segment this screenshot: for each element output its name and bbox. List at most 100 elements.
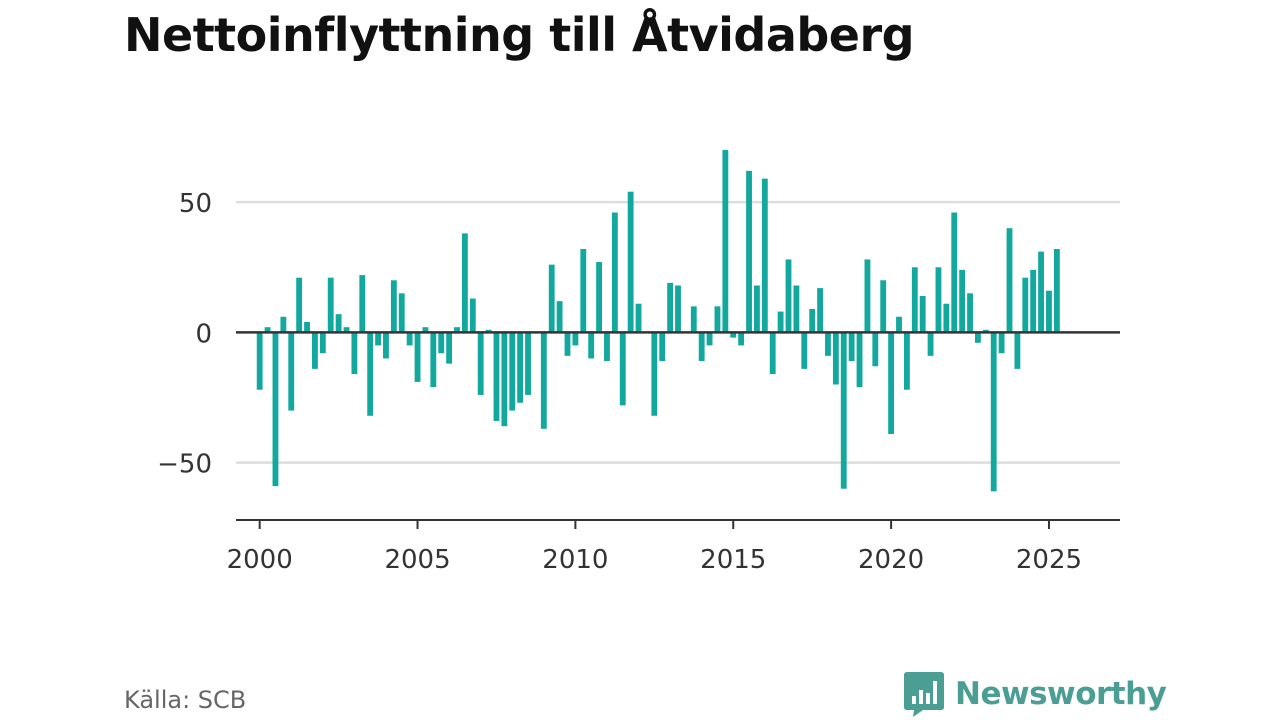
bar (911, 267, 918, 333)
bar (872, 332, 879, 367)
bar (604, 332, 610, 362)
bar (998, 332, 1005, 354)
bar (288, 332, 295, 411)
bar (675, 285, 681, 333)
bar (832, 332, 839, 385)
bar (611, 212, 618, 333)
x-tick-label: 2025 (1016, 545, 1082, 575)
bar (927, 332, 934, 356)
bars (256, 150, 1060, 492)
bar (754, 285, 760, 333)
bar (461, 233, 468, 333)
bar (919, 295, 926, 333)
bar (959, 269, 966, 333)
bar (264, 327, 271, 333)
x-tick-label: 2015 (700, 545, 766, 575)
bar (580, 249, 587, 333)
bar (651, 332, 658, 416)
bar (1022, 277, 1029, 333)
bar (517, 332, 524, 403)
bar (864, 259, 871, 333)
bar (848, 332, 855, 362)
bar (390, 280, 397, 333)
bar (438, 332, 445, 354)
bar (556, 301, 563, 333)
bar (343, 327, 350, 333)
bar (414, 332, 421, 382)
bar (564, 332, 571, 356)
bar (383, 332, 389, 359)
x-tick-label: 2000 (227, 545, 293, 575)
bar (635, 303, 642, 333)
y-tick-label: 50 (179, 189, 212, 219)
bar (951, 212, 958, 333)
bar (627, 191, 634, 333)
bar (698, 332, 705, 362)
bar (327, 277, 334, 333)
bar (967, 293, 973, 333)
bar (1038, 251, 1044, 333)
x-tick-label: 2020 (858, 545, 924, 575)
bar (422, 327, 429, 333)
bar (896, 316, 902, 333)
bar (730, 332, 737, 338)
bar (312, 332, 318, 369)
bar (493, 332, 500, 421)
bar (335, 314, 342, 333)
bar (769, 332, 776, 375)
bar (296, 277, 303, 333)
bar (398, 293, 405, 333)
axes: −50 0 50 2000 2005 2010 2015 2020 2025 (157, 189, 1120, 575)
chart-title: Nettoinflyttning till Åtvidaberg (124, 8, 915, 62)
bar (825, 332, 831, 356)
bar (1046, 290, 1052, 333)
bar (880, 280, 887, 333)
bar (525, 332, 531, 395)
brand-name: Newsworthy (955, 676, 1167, 712)
bar (446, 332, 453, 364)
brand-logo[interactable]: Newsworthy (903, 670, 1167, 718)
bar (801, 332, 808, 369)
y-tick-label: 0 (195, 319, 212, 349)
bar (319, 332, 326, 354)
bar (406, 332, 413, 346)
bar (793, 285, 800, 333)
bar (501, 332, 508, 427)
bar (256, 332, 263, 390)
bar (509, 332, 516, 411)
bar (272, 332, 279, 487)
bar (359, 275, 366, 333)
bar (761, 178, 768, 333)
bar (943, 303, 950, 333)
bar (690, 306, 697, 333)
bar (280, 316, 287, 333)
bar (817, 288, 823, 333)
bar (477, 332, 484, 395)
bar (935, 267, 942, 333)
bar (1014, 332, 1021, 369)
bar (454, 327, 460, 333)
bar (548, 264, 555, 333)
bar (777, 311, 784, 333)
source-label: Källa: SCB (124, 686, 247, 714)
bar (706, 332, 713, 346)
bar (588, 332, 595, 359)
bar (714, 306, 721, 333)
bar (367, 332, 374, 416)
bar (1053, 249, 1060, 333)
x-tick-label: 2010 (542, 545, 608, 575)
bar (572, 332, 579, 346)
bar (351, 332, 358, 375)
bar (903, 332, 910, 390)
grid-lines (236, 200, 1120, 464)
bar (1030, 269, 1037, 333)
bar (746, 170, 752, 333)
bar (485, 329, 492, 333)
bar (738, 332, 745, 346)
bar (888, 332, 895, 435)
bar (785, 259, 792, 333)
bar (982, 329, 989, 333)
bar (809, 308, 816, 333)
bar (1006, 228, 1013, 333)
